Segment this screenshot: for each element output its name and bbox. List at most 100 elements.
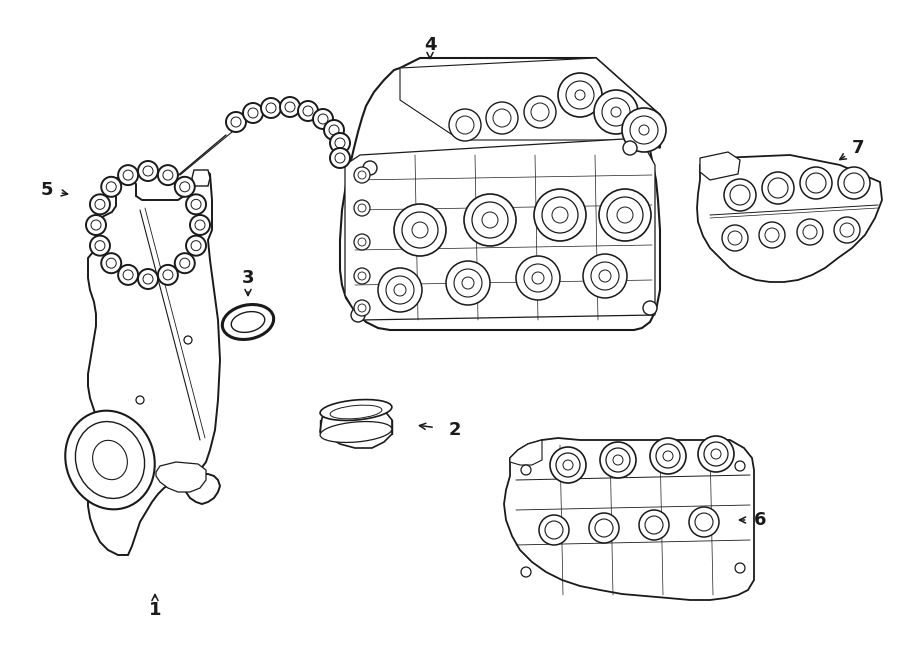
Circle shape	[599, 189, 651, 241]
Circle shape	[594, 90, 638, 134]
Circle shape	[600, 442, 636, 478]
Circle shape	[298, 101, 318, 121]
Circle shape	[728, 231, 742, 245]
Circle shape	[446, 261, 490, 305]
Circle shape	[354, 234, 370, 250]
Circle shape	[645, 516, 663, 534]
Circle shape	[759, 222, 785, 248]
Circle shape	[563, 460, 573, 470]
Circle shape	[630, 116, 658, 144]
Circle shape	[493, 109, 511, 127]
Circle shape	[266, 103, 276, 113]
Circle shape	[532, 272, 544, 284]
Ellipse shape	[93, 440, 128, 480]
Circle shape	[806, 173, 826, 193]
Circle shape	[521, 567, 531, 577]
Circle shape	[91, 220, 101, 230]
Circle shape	[180, 182, 190, 192]
Circle shape	[175, 177, 194, 197]
Circle shape	[797, 219, 823, 245]
Circle shape	[378, 268, 422, 312]
Circle shape	[840, 223, 854, 237]
Circle shape	[335, 153, 345, 163]
Polygon shape	[510, 440, 542, 465]
Circle shape	[248, 108, 258, 118]
Circle shape	[163, 270, 173, 280]
Circle shape	[768, 178, 788, 198]
Circle shape	[358, 272, 366, 280]
Circle shape	[602, 98, 630, 126]
Circle shape	[363, 161, 377, 175]
Circle shape	[599, 270, 611, 282]
Circle shape	[195, 220, 205, 230]
Circle shape	[106, 258, 116, 268]
Circle shape	[158, 265, 178, 285]
Circle shape	[394, 204, 446, 256]
Circle shape	[186, 195, 206, 214]
Circle shape	[386, 276, 414, 304]
Circle shape	[330, 148, 350, 168]
Circle shape	[534, 189, 586, 241]
Circle shape	[456, 116, 474, 134]
Circle shape	[844, 173, 864, 193]
Circle shape	[524, 96, 556, 128]
Circle shape	[623, 141, 637, 155]
Circle shape	[566, 81, 594, 109]
Circle shape	[143, 166, 153, 176]
Circle shape	[90, 195, 110, 214]
Circle shape	[180, 258, 190, 268]
Circle shape	[552, 207, 568, 223]
Circle shape	[762, 172, 794, 204]
Text: 2: 2	[449, 421, 461, 439]
Circle shape	[186, 236, 206, 256]
Circle shape	[524, 264, 552, 292]
Circle shape	[516, 256, 560, 300]
Text: 6: 6	[754, 511, 766, 529]
Circle shape	[394, 284, 406, 296]
Polygon shape	[156, 462, 206, 492]
Circle shape	[138, 161, 158, 181]
Circle shape	[639, 125, 649, 135]
Circle shape	[226, 112, 246, 132]
Circle shape	[724, 179, 756, 211]
Circle shape	[95, 241, 105, 251]
Circle shape	[136, 396, 144, 404]
Circle shape	[158, 165, 178, 185]
Circle shape	[735, 461, 745, 471]
Circle shape	[765, 228, 779, 242]
Circle shape	[354, 268, 370, 284]
Circle shape	[704, 442, 728, 466]
Circle shape	[583, 254, 627, 298]
Circle shape	[607, 197, 643, 233]
Circle shape	[539, 515, 569, 545]
Circle shape	[611, 107, 621, 117]
Ellipse shape	[320, 400, 392, 420]
Circle shape	[351, 308, 365, 322]
Text: 4: 4	[424, 36, 436, 54]
Circle shape	[464, 194, 516, 246]
Circle shape	[730, 185, 750, 205]
Polygon shape	[192, 170, 210, 186]
Polygon shape	[504, 438, 754, 600]
Circle shape	[622, 108, 666, 152]
Ellipse shape	[330, 405, 382, 419]
Circle shape	[138, 269, 158, 289]
Circle shape	[412, 222, 428, 238]
Circle shape	[735, 563, 745, 573]
Circle shape	[354, 300, 370, 316]
Polygon shape	[697, 155, 882, 282]
Circle shape	[101, 253, 122, 273]
Circle shape	[280, 97, 300, 117]
Ellipse shape	[320, 422, 392, 442]
Circle shape	[143, 274, 153, 284]
Circle shape	[243, 103, 263, 123]
Circle shape	[606, 448, 630, 472]
Ellipse shape	[76, 422, 145, 498]
Circle shape	[695, 513, 713, 531]
Circle shape	[449, 109, 481, 141]
Circle shape	[454, 269, 482, 297]
Circle shape	[330, 133, 350, 153]
Circle shape	[191, 241, 201, 251]
Text: 5: 5	[40, 181, 53, 199]
Circle shape	[324, 120, 344, 140]
